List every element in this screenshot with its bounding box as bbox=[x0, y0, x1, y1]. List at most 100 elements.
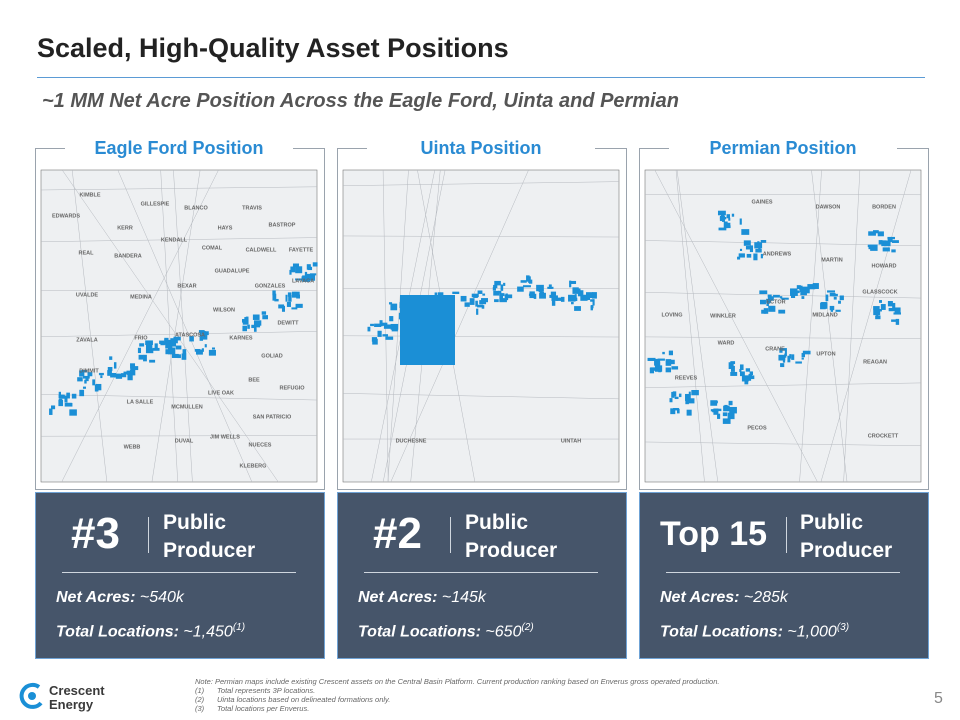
acreage bbox=[812, 283, 819, 289]
acreage bbox=[308, 275, 316, 281]
rank-label: Public Producer bbox=[465, 511, 558, 562]
acreage bbox=[870, 244, 878, 251]
county-label: WILSON bbox=[213, 307, 235, 313]
acreage bbox=[253, 320, 262, 326]
acreage bbox=[779, 296, 783, 299]
county-label: LIVE OAK bbox=[208, 390, 234, 396]
acreage bbox=[253, 327, 257, 332]
acreage bbox=[107, 370, 112, 376]
county-label: GILLESPIE bbox=[141, 201, 170, 207]
acreage bbox=[190, 336, 193, 340]
county-line bbox=[160, 169, 178, 483]
acreage bbox=[77, 377, 83, 382]
acreage bbox=[895, 318, 900, 325]
acreage bbox=[753, 253, 758, 261]
acreage bbox=[390, 303, 398, 311]
county-label: BEXAR bbox=[177, 283, 196, 289]
acreage bbox=[891, 240, 899, 243]
acreage bbox=[295, 266, 303, 274]
acreage bbox=[130, 368, 136, 376]
acreage bbox=[737, 256, 741, 260]
county-line bbox=[644, 336, 922, 339]
acreage bbox=[164, 337, 169, 345]
acreage bbox=[389, 316, 394, 322]
acreage bbox=[685, 393, 691, 401]
acreage bbox=[50, 405, 56, 410]
county-label: PECOS bbox=[747, 425, 767, 431]
county-label: KARNES bbox=[229, 335, 253, 341]
county-label: UINTAH bbox=[561, 438, 581, 444]
acreage bbox=[107, 367, 113, 371]
acreage bbox=[551, 299, 556, 306]
acreage bbox=[476, 308, 479, 315]
acreage bbox=[572, 288, 581, 294]
acreage bbox=[173, 336, 181, 341]
acreage bbox=[767, 296, 774, 301]
acreage bbox=[123, 371, 129, 374]
county-label: WARD bbox=[718, 340, 735, 346]
stats-box: #3 Public Producer Net Acres: ~540k Total L… bbox=[35, 492, 325, 659]
acreage bbox=[380, 322, 388, 326]
county-line bbox=[40, 435, 318, 437]
acreage bbox=[729, 406, 737, 414]
acreage bbox=[671, 366, 679, 370]
acreage bbox=[749, 374, 753, 377]
county-label: DUVAL bbox=[175, 438, 194, 444]
footnote: (3) Total locations per Enverus. bbox=[195, 704, 795, 713]
rank: #2 bbox=[373, 509, 422, 558]
acreage bbox=[388, 302, 393, 305]
acreage bbox=[671, 391, 675, 398]
acreage bbox=[585, 292, 593, 299]
acreage bbox=[551, 295, 558, 301]
acreage bbox=[58, 399, 64, 407]
acreage bbox=[481, 298, 488, 303]
acreage bbox=[533, 293, 537, 299]
acreage bbox=[127, 373, 133, 381]
county-label: DAWSON bbox=[816, 204, 841, 210]
acreage bbox=[92, 379, 96, 386]
acreage bbox=[469, 298, 475, 305]
acreage bbox=[833, 296, 837, 300]
stats-box: Top 15 Public Producer Net Acres: ~285k Tot… bbox=[639, 492, 929, 659]
acreage bbox=[739, 218, 742, 225]
county-line bbox=[654, 169, 818, 483]
acreage bbox=[304, 271, 308, 278]
acreage bbox=[145, 344, 153, 350]
acreage bbox=[379, 320, 383, 327]
acreage bbox=[728, 217, 731, 221]
county-label: ATASCOSA bbox=[175, 332, 205, 338]
acreage bbox=[835, 309, 841, 312]
acreage bbox=[746, 253, 752, 258]
logo-line: Energy bbox=[49, 697, 94, 712]
acreage bbox=[182, 349, 187, 355]
footnote-marker: (3) bbox=[195, 704, 205, 713]
acreage bbox=[590, 299, 595, 302]
acreage bbox=[883, 240, 891, 247]
county-line bbox=[117, 169, 253, 483]
acreage bbox=[754, 242, 763, 249]
rank-divider bbox=[148, 517, 149, 553]
acreage bbox=[662, 351, 665, 355]
rank: #3 bbox=[71, 509, 120, 558]
stat: Net Acres: ~145k bbox=[358, 589, 486, 607]
acreage bbox=[492, 287, 496, 291]
acreage bbox=[499, 299, 507, 303]
county-label: CRANE bbox=[765, 346, 785, 352]
acreage bbox=[570, 280, 577, 284]
acreage bbox=[504, 294, 513, 299]
acreage bbox=[95, 383, 102, 391]
acreage bbox=[790, 291, 798, 296]
county-label: KIMBLE bbox=[79, 192, 100, 198]
acreage bbox=[171, 353, 179, 358]
acreage bbox=[291, 307, 298, 310]
county-line bbox=[71, 169, 108, 483]
acreage bbox=[673, 407, 679, 411]
acreage bbox=[676, 408, 680, 414]
acreage bbox=[198, 330, 205, 333]
acreage bbox=[720, 213, 725, 217]
acreage bbox=[807, 284, 816, 290]
acreage bbox=[477, 290, 483, 294]
acreage bbox=[791, 354, 795, 360]
county-label: GLASSCOCK bbox=[862, 289, 897, 295]
